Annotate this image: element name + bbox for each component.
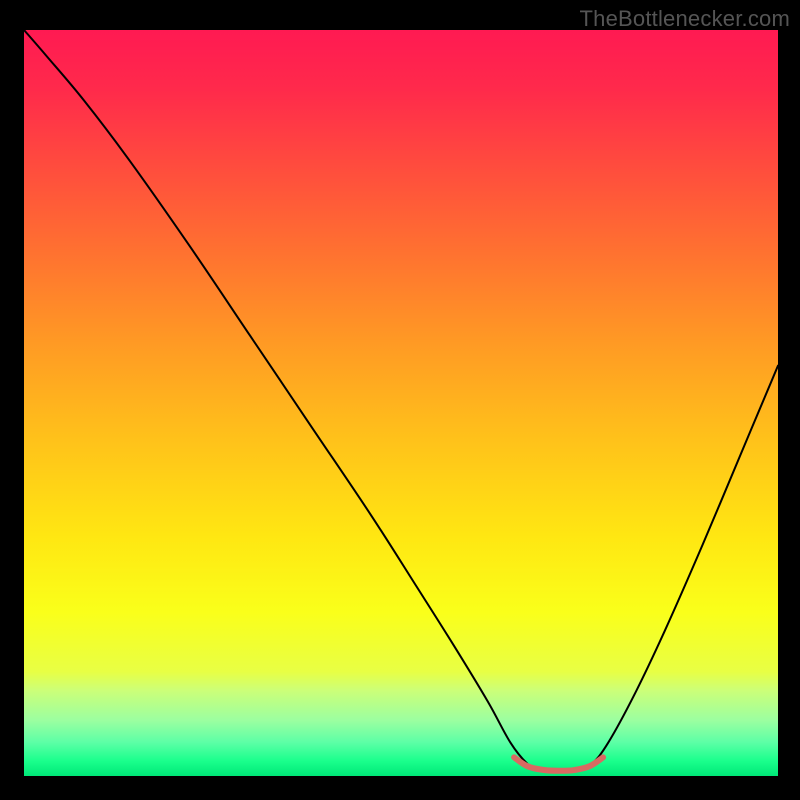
plot-area: [24, 30, 778, 776]
chart-svg: [24, 30, 778, 776]
chart-background: [24, 30, 778, 776]
figure-container: TheBottlenecker.com: [0, 0, 800, 800]
watermark-text: TheBottlenecker.com: [580, 6, 790, 32]
